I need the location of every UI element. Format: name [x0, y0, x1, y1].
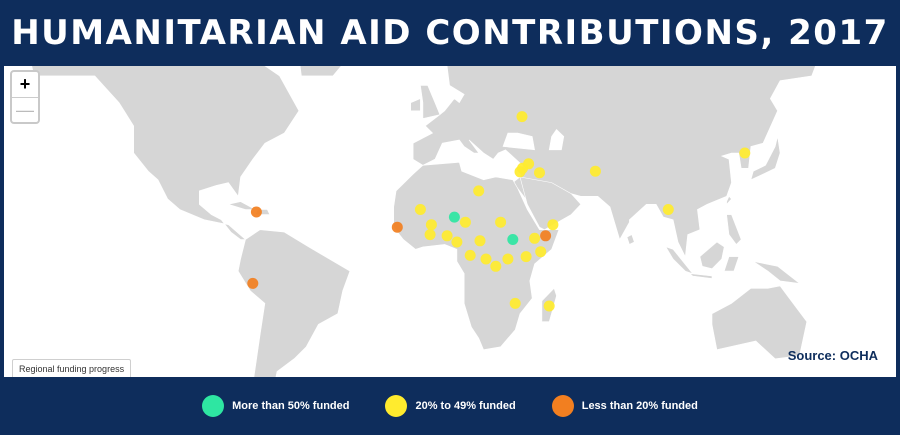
- new-guinea-landmass: [753, 261, 801, 284]
- zoom-out-button[interactable]: —: [12, 97, 38, 123]
- legend-item-low: Less than 20% funded: [551, 395, 698, 417]
- funding-marker[interactable]: [424, 229, 436, 241]
- legend-item-high: More than 50% funded: [202, 395, 349, 417]
- great-britain-landmass: [420, 85, 441, 119]
- black-sea: [502, 132, 535, 151]
- page-title: HUMANITARIAN AID CONTRIBUTIONS, 2017: [11, 13, 889, 53]
- funding-marker[interactable]: [589, 165, 601, 177]
- funding-marker[interactable]: [547, 219, 559, 231]
- funding-marker[interactable]: [448, 211, 460, 223]
- orange-circle-icon: [551, 395, 574, 417]
- sri-lanka-landmass: [626, 234, 635, 245]
- map-container[interactable]: + — Source: OCHA Regional funding progre…: [4, 66, 896, 377]
- ireland-landmass: [410, 98, 421, 112]
- world-map[interactable]: [4, 66, 896, 377]
- legend: More than 50% funded 20% to 49% funded L…: [0, 377, 900, 435]
- cuba-landmass: [227, 201, 256, 210]
- legend-label: More than 50% funded: [232, 400, 350, 412]
- funding-marker[interactable]: [543, 300, 555, 312]
- south-america-landmass: [237, 229, 351, 377]
- funding-marker[interactable]: [247, 277, 259, 289]
- funding-marker[interactable]: [535, 246, 547, 258]
- sumatra-landmass: [665, 246, 694, 275]
- sulawesi-landmass: [723, 256, 740, 272]
- green-circle-icon: [202, 395, 225, 417]
- header-banner: HUMANITARIAN AID CONTRIBUTIONS, 2017: [0, 0, 900, 66]
- arabia-fill-landmass: [519, 176, 582, 231]
- funding-marker[interactable]: [540, 230, 552, 242]
- funding-marker[interactable]: [425, 219, 437, 231]
- funding-marker[interactable]: [441, 230, 453, 242]
- eurasia-landmass: [412, 66, 816, 258]
- north-america-landmass: [31, 66, 300, 240]
- funding-marker[interactable]: [516, 111, 528, 123]
- funding-marker[interactable]: [473, 185, 485, 197]
- japan-landmass: [750, 136, 781, 181]
- regional-funding-tab[interactable]: Regional funding progress: [12, 359, 132, 377]
- funding-marker[interactable]: [534, 167, 545, 179]
- legend-item-mid: 20% to 49% funded: [385, 395, 516, 417]
- funding-marker[interactable]: [451, 236, 463, 248]
- yellow-circle-icon: [385, 395, 408, 417]
- funding-marker[interactable]: [250, 206, 262, 218]
- funding-marker[interactable]: [490, 260, 502, 272]
- funding-marker[interactable]: [520, 251, 532, 263]
- australia-landmass: [711, 285, 808, 360]
- zoom-in-button[interactable]: +: [19, 74, 31, 94]
- funding-marker[interactable]: [529, 232, 541, 244]
- funding-marker[interactable]: [474, 235, 486, 247]
- borneo-landmass: [699, 241, 725, 270]
- funding-marker[interactable]: [739, 147, 751, 159]
- funding-marker[interactable]: [507, 234, 519, 245]
- taiwan-landmass: [726, 195, 732, 206]
- zoom-control: + —: [10, 70, 40, 124]
- caspian-sea: [548, 129, 565, 151]
- funding-marker[interactable]: [514, 166, 526, 178]
- java-landmass: [689, 273, 713, 279]
- funding-marker[interactable]: [391, 221, 403, 233]
- funding-marker[interactable]: [502, 253, 514, 265]
- source-credit: Source: OCHA: [787, 348, 878, 363]
- funding-marker[interactable]: [464, 249, 476, 261]
- funding-marker[interactable]: [495, 216, 507, 228]
- funding-marker[interactable]: [662, 204, 674, 215]
- funding-marker[interactable]: [414, 204, 426, 215]
- landmasses: [31, 66, 816, 377]
- funding-marker[interactable]: [509, 297, 521, 309]
- greenland-landmass: [299, 66, 342, 77]
- funding-marker[interactable]: [459, 216, 471, 228]
- funding-marker[interactable]: [480, 253, 492, 265]
- legend-label: Less than 20% funded: [581, 400, 698, 412]
- funding-markers[interactable]: [247, 111, 751, 312]
- philippines-landmass: [726, 214, 742, 245]
- legend-label: 20% to 49% funded: [415, 400, 516, 412]
